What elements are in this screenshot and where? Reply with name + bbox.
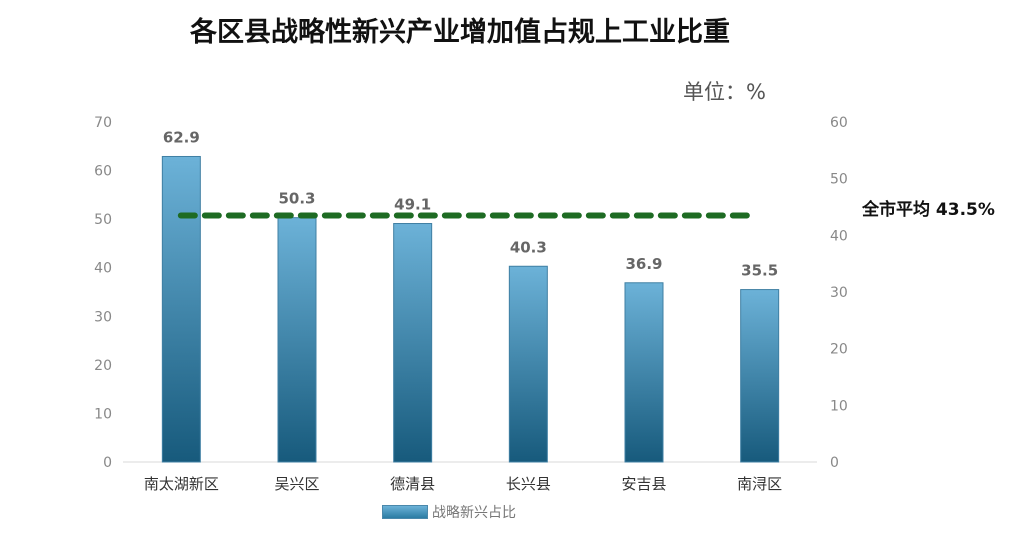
category-label: 吴兴区 xyxy=(274,475,319,493)
y2-tick-label: 30 xyxy=(830,285,848,301)
data-label: 36.9 xyxy=(625,255,662,273)
bar xyxy=(740,289,780,463)
y-tick-label: 0 xyxy=(103,455,112,471)
y-tick-label: 20 xyxy=(94,358,112,374)
y-tick-label: 50 xyxy=(94,212,112,228)
legend: 战略新兴占比 xyxy=(382,502,516,522)
legend-swatch xyxy=(382,505,428,519)
y-tick-label: 40 xyxy=(94,261,112,277)
bar xyxy=(277,217,317,463)
chart-title: 各区县战略性新兴产业增加值占规上工业比重 xyxy=(190,17,730,48)
y-tick-label: 70 xyxy=(94,115,112,131)
y-tick-label: 10 xyxy=(94,406,112,422)
category-label: 南浔区 xyxy=(737,475,782,493)
y2-tick-label: 60 xyxy=(830,115,848,131)
data-label: 35.5 xyxy=(741,262,778,280)
category-label: 德清县 xyxy=(390,475,435,493)
y2-tick-label: 20 xyxy=(830,342,848,358)
y2-tick-label: 10 xyxy=(830,398,848,414)
category-label: 南太湖新区 xyxy=(144,475,219,493)
y2-tick-label: 40 xyxy=(830,228,848,244)
average-label: 全市平均 43.5% xyxy=(862,200,995,220)
y2-tick-label: 50 xyxy=(830,172,848,188)
category-label: 长兴县 xyxy=(506,475,551,493)
data-label: 62.9 xyxy=(163,128,200,146)
data-label: 40.3 xyxy=(510,238,547,256)
bar xyxy=(508,265,548,463)
y2-tick-label: 0 xyxy=(830,455,839,471)
y-tick-label: 30 xyxy=(94,309,112,325)
unit-label: 单位：% xyxy=(683,80,766,104)
category-label: 安吉县 xyxy=(621,475,666,493)
data-label: 50.3 xyxy=(278,190,315,208)
bar xyxy=(161,155,201,463)
data-label: 49.1 xyxy=(394,196,431,214)
y-tick-label: 60 xyxy=(94,164,112,180)
bar xyxy=(624,282,664,463)
bar xyxy=(393,223,433,463)
legend-label: 战略新兴占比 xyxy=(432,505,516,521)
